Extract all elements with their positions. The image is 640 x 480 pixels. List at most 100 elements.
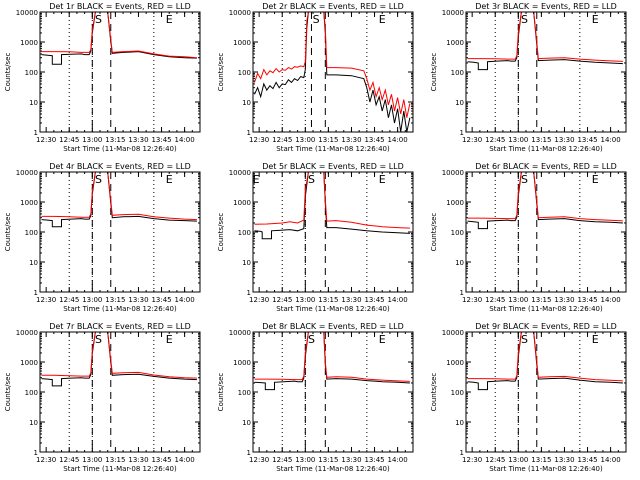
y-tick-label: 10 <box>29 99 38 107</box>
x-tick-label: 13:00 <box>82 456 102 464</box>
x-tick-label: 12:30 <box>462 296 482 304</box>
series-group <box>41 332 197 387</box>
series-group <box>467 332 623 391</box>
x-tick-label: 13:00 <box>82 136 102 144</box>
y-tick-label: 10000 <box>16 9 38 17</box>
x-tick-label: 14:00 <box>175 296 195 304</box>
x-tick-label: 13:15 <box>318 296 338 304</box>
x-tick-label: 14:00 <box>175 456 195 464</box>
x-tick-label: 12:45 <box>485 296 505 304</box>
x-tick-label: 12:30 <box>36 456 56 464</box>
x-tick-label: 13:30 <box>128 456 148 464</box>
interval-marker-label: S <box>521 13 528 26</box>
plot-frame <box>465 331 627 453</box>
y-tick-label: 100 <box>238 389 251 397</box>
series-group <box>254 332 410 391</box>
series-group <box>254 172 410 240</box>
y-tick-label: 1 <box>34 129 38 137</box>
x-tick-label: 12:30 <box>249 136 269 144</box>
y-tick-label: 100 <box>25 389 38 397</box>
plot-frame <box>252 331 414 453</box>
y-tick-label: 10 <box>242 259 251 267</box>
y-axis-label: Counts/sec <box>4 213 12 252</box>
y-axis-label: Counts/sec <box>430 373 438 412</box>
interval-marker-label: E <box>166 13 173 26</box>
panel-7: Det 7r BLACK = Events, RED = LLD 1 10 100 10… <box>4 322 201 473</box>
x-tick-label: 13:15 <box>531 456 551 464</box>
x-axis-label: Start Time (11-Mar-08 12:26:40) <box>63 145 177 153</box>
x-axis-label: Start Time (11-Mar-08 12:26:40) <box>489 305 603 313</box>
x-tick-label: 13:00 <box>295 136 315 144</box>
interval-marker-label: E <box>253 173 260 186</box>
x-tick-label: 14:00 <box>601 296 621 304</box>
interval-marker-label: E <box>379 333 386 346</box>
lld-series-line <box>467 12 623 62</box>
x-tick-label: 12:30 <box>462 136 482 144</box>
lld-series-line <box>254 172 410 229</box>
y-tick-label: 100 <box>238 229 251 237</box>
y-tick-label: 100 <box>451 69 464 77</box>
series-group <box>254 12 411 132</box>
x-axis-label: Start Time (11-Mar-08 12:26:40) <box>276 465 390 473</box>
x-tick-label: 12:45 <box>59 456 79 464</box>
y-tick-label: 10000 <box>442 169 464 177</box>
x-axis-label: Start Time (11-Mar-08 12:26:40) <box>276 145 390 153</box>
y-tick-label: 100 <box>25 69 38 77</box>
interval-marker-label: E <box>592 13 599 26</box>
y-axis-label: Counts/sec <box>217 213 225 252</box>
y-tick-label: 1 <box>247 129 251 137</box>
panel-title: Det 5r BLACK = Events, RED = LLD <box>262 162 404 171</box>
x-tick-label: 13:15 <box>531 136 551 144</box>
x-axis-label: Start Time (11-Mar-08 12:26:40) <box>489 465 603 473</box>
panel-8: Det 8r BLACK = Events, RED = LLD 1 10 100 10… <box>217 322 414 473</box>
y-axis-label: Counts/sec <box>430 53 438 92</box>
lld-series-line <box>41 12 197 59</box>
x-tick-label: 13:45 <box>151 136 171 144</box>
y-tick-label: 10000 <box>229 169 251 177</box>
y-tick-label: 1 <box>247 289 251 297</box>
x-tick-label: 12:45 <box>485 136 505 144</box>
y-tick-label: 1 <box>460 129 464 137</box>
x-tick-label: 13:00 <box>82 296 102 304</box>
x-tick-label: 13:00 <box>508 136 528 144</box>
x-tick-label: 13:15 <box>318 456 338 464</box>
interval-marker-label: S <box>521 173 528 186</box>
lld-series-line <box>41 332 197 379</box>
series-group <box>41 12 197 65</box>
x-tick-label: 12:30 <box>36 296 56 304</box>
x-tick-label: 13:45 <box>364 136 384 144</box>
panel-6: Det 6r BLACK = Events, RED = LLD 1 10 100 10… <box>430 162 627 313</box>
x-tick-label: 13:45 <box>364 456 384 464</box>
y-axis-label: Counts/sec <box>4 373 12 412</box>
x-axis-label: Start Time (11-Mar-08 12:26:40) <box>276 305 390 313</box>
x-tick-label: 13:00 <box>508 456 528 464</box>
interval-marker-label: E <box>592 173 599 186</box>
events-series-line <box>467 12 623 71</box>
x-tick-label: 12:45 <box>485 456 505 464</box>
y-tick-label: 10000 <box>16 169 38 177</box>
x-tick-label: 12:30 <box>462 456 482 464</box>
interval-marker-label: S <box>95 13 102 26</box>
panel-title: Det 7r BLACK = Events, RED = LLD <box>49 322 191 331</box>
plot-frame <box>39 171 201 293</box>
x-tick-label: 14:00 <box>601 136 621 144</box>
x-tick-label: 13:45 <box>577 456 597 464</box>
x-tick-label: 13:00 <box>295 296 315 304</box>
interval-marker-label: E <box>592 333 599 346</box>
panel-5: Det 5r BLACK = Events, RED = LLD 1 10 100 10… <box>217 162 414 313</box>
interval-marker-label: S <box>95 173 102 186</box>
interval-marker-label: E <box>379 13 386 26</box>
interval-marker-label: S <box>308 333 315 346</box>
y-tick-label: 10000 <box>442 329 464 337</box>
lld-series-line <box>254 12 411 118</box>
y-tick-label: 1 <box>460 289 464 297</box>
x-tick-label: 13:30 <box>554 296 574 304</box>
panel-4: Det 4r BLACK = Events, RED = LLD 1 10 100 10… <box>4 162 201 313</box>
y-tick-label: 1 <box>247 449 251 457</box>
x-tick-label: 13:15 <box>105 136 125 144</box>
y-tick-label: 10 <box>242 99 251 107</box>
x-tick-label: 12:45 <box>272 296 292 304</box>
y-axis-label: Counts/sec <box>217 373 225 412</box>
x-tick-label: 14:00 <box>388 136 408 144</box>
x-tick-label: 12:30 <box>249 456 269 464</box>
